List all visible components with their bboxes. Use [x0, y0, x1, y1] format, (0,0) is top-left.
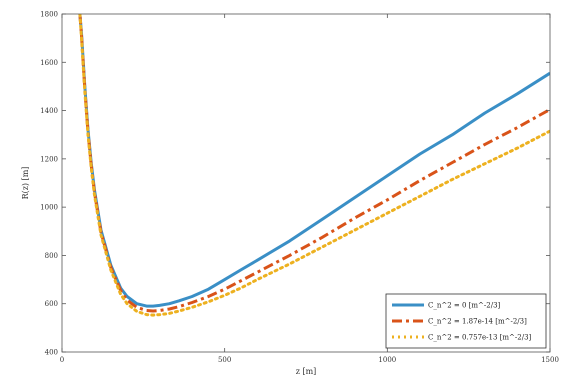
plot-frame — [61, 13, 551, 353]
x-tick-label: 1000 — [378, 356, 396, 364]
tick-layer: 0 500 1000 1500 400 600 800 1000 1200 1400 1600 180… — [40, 11, 559, 365]
y-tick-label: 1200 — [40, 155, 58, 163]
legend: C_n^2 = 0 [m^-2/3] C_n^2 = 1.87e-14 [m^-2… — [385, 293, 547, 349]
y-tick-label: 1800 — [40, 11, 58, 19]
legend-label-3: C_n^2 = 0.757e-13 [m^-2/3] — [428, 334, 532, 342]
legend-label-2: C_n^2 = 1.87e-14 [m^-2/3] — [428, 318, 527, 326]
x-tick-label: 500 — [218, 356, 231, 364]
y-tick-label: 400 — [45, 349, 58, 357]
y-tick-label: 1600 — [40, 59, 58, 67]
x-tick-label: 1500 — [541, 356, 559, 364]
legend-box — [385, 293, 547, 349]
series-line-3 — [78, 14, 550, 317]
plot-layer — [78, 14, 550, 317]
legend-label-1: C_n^2 = 0 [m^-2/3] — [428, 302, 501, 310]
x-axis-label: z [m] — [296, 367, 317, 376]
y-tick-label: 1400 — [40, 107, 58, 115]
y-tick-label: 600 — [45, 300, 58, 308]
y-axis-label: R(z) [m] — [21, 167, 30, 200]
y-tick-label: 1000 — [40, 204, 58, 212]
y-tick-label: 800 — [45, 252, 58, 260]
x-tick-label: 0 — [60, 356, 64, 364]
